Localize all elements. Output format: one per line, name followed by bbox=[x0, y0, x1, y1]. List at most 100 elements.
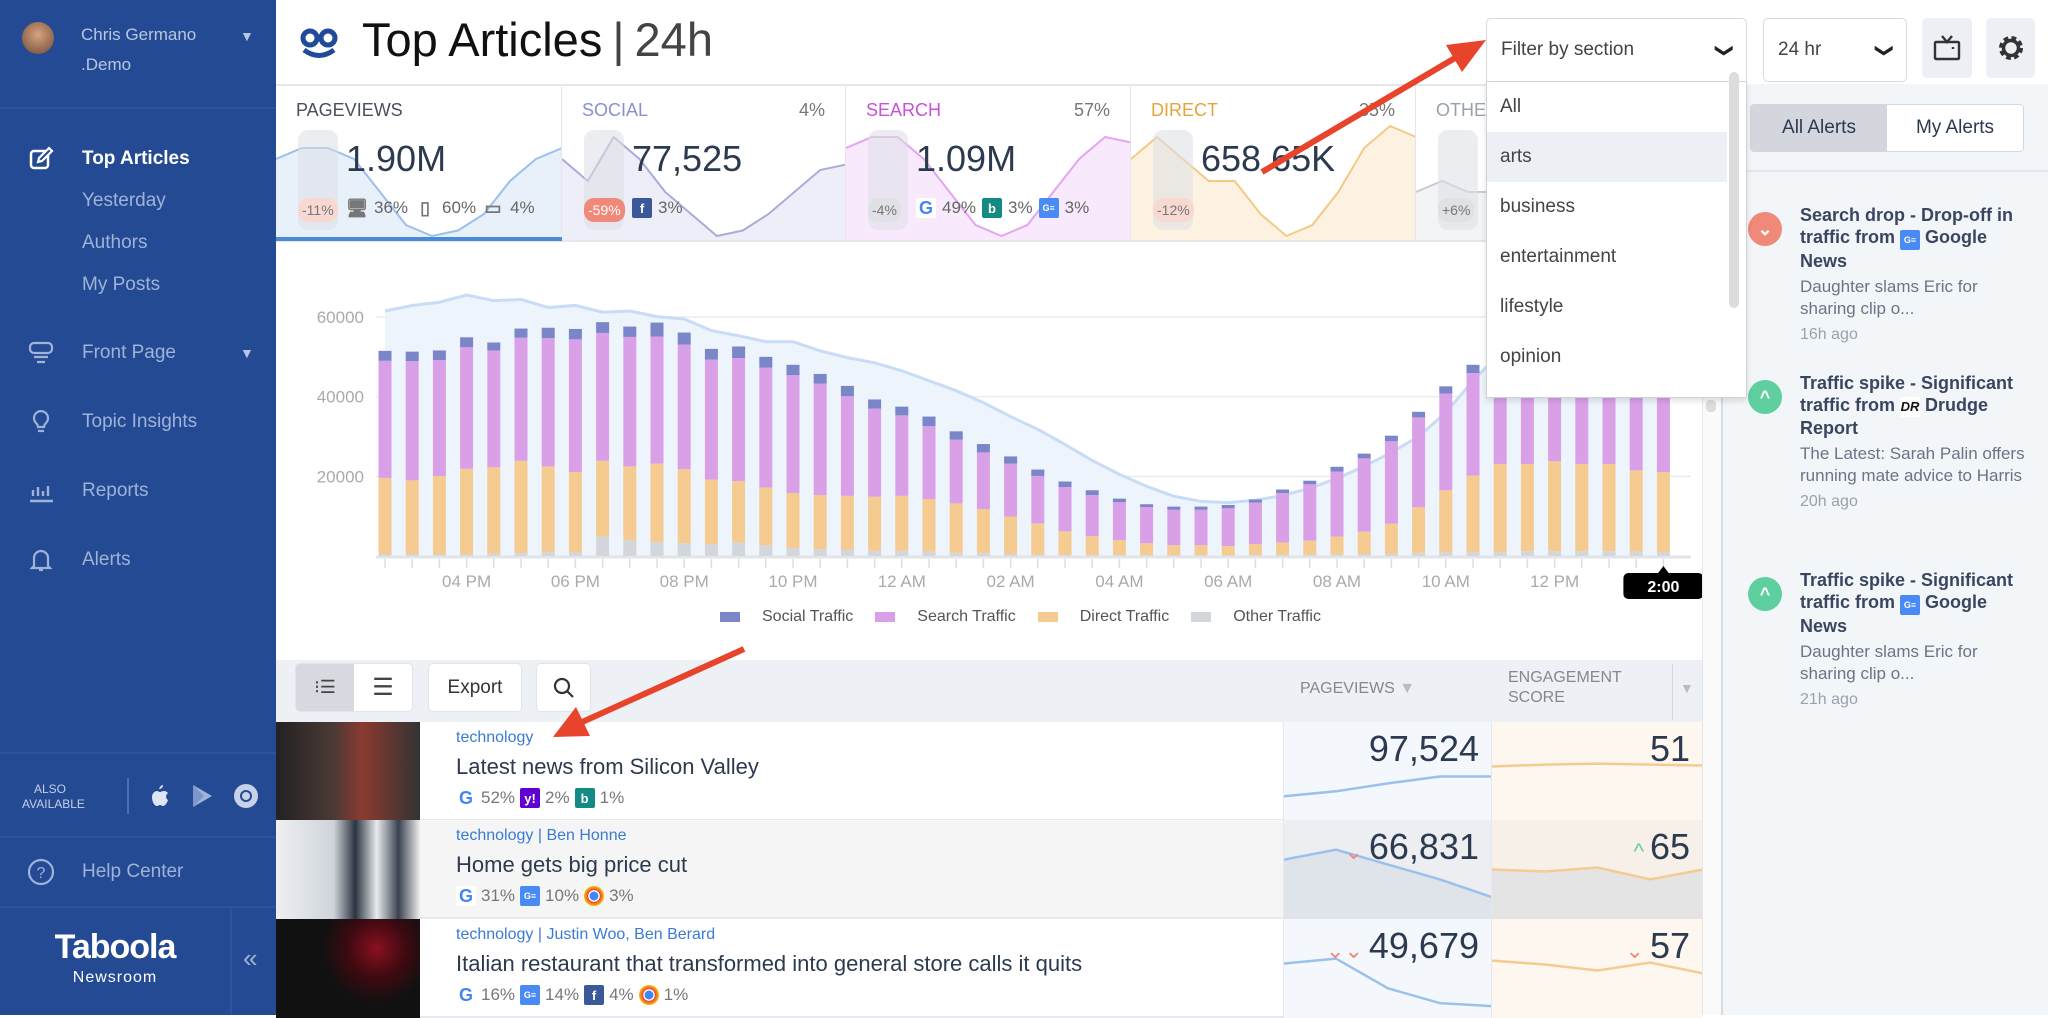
article-category[interactable]: technology bbox=[456, 729, 534, 746]
alert-title: Traffic spike - Significant traffic from… bbox=[1800, 569, 2036, 637]
kpi-tile-direct[interactable]: DIRECT 35% 658.65K -12% bbox=[1131, 86, 1416, 240]
time-tooltip bbox=[1623, 573, 1702, 599]
article-category[interactable]: technology | Justin Woo, Ben Berard bbox=[456, 926, 716, 943]
sidebar-item-reports[interactable]: Reports bbox=[0, 473, 276, 509]
card-view-button[interactable]: ⁝☰ bbox=[296, 664, 354, 711]
avatar[interactable] bbox=[22, 22, 54, 54]
divider bbox=[0, 107, 276, 109]
pageviews-cell[interactable]: ⌄⌄ 49,679 bbox=[1283, 919, 1492, 1018]
article-title[interactable]: Latest news from Silicon Valley bbox=[456, 754, 759, 779]
google-play-icon[interactable] bbox=[190, 784, 214, 808]
sidebar-item-my-posts[interactable]: My Posts bbox=[0, 267, 276, 303]
list-view-button[interactable]: ☰ bbox=[354, 664, 412, 711]
bar-other-traffic bbox=[813, 549, 827, 556]
bar-direct-traffic bbox=[1357, 531, 1371, 555]
bar-direct-traffic bbox=[732, 481, 746, 543]
bar-other-traffic bbox=[1303, 554, 1317, 556]
bar-social-traffic bbox=[813, 373, 827, 384]
alert-body[interactable]: Daughter slams Eric for sharing clip o..… bbox=[1800, 642, 1978, 683]
bar-social-traffic bbox=[1466, 364, 1480, 374]
legend-item[interactable]: Social Traffic bbox=[720, 608, 853, 626]
sidebar-item-alerts[interactable]: Alerts bbox=[0, 542, 276, 578]
article-title[interactable]: Italian restaurant that transformed into… bbox=[456, 951, 1083, 976]
sidebar-item-topic-insights[interactable]: Topic Insights bbox=[0, 404, 276, 440]
bar-direct-traffic bbox=[1276, 542, 1290, 555]
sidebar-item-front-page[interactable]: Front Page ▼ bbox=[0, 335, 276, 371]
chrome-icon[interactable] bbox=[233, 783, 259, 809]
time-range-select[interactable]: 24 hr ❯ bbox=[1763, 18, 1907, 82]
pageviews-cell[interactable]: ⌄ 66,831 bbox=[1283, 820, 1492, 919]
engagement-value: ⌄ 57 bbox=[1626, 925, 1690, 967]
sidebar-item-label: My Posts bbox=[82, 274, 161, 295]
section-filter-select[interactable]: Filter by section ❯ bbox=[1486, 18, 1747, 82]
bar-social-traffic bbox=[1140, 504, 1154, 508]
alert-body[interactable]: Daughter slams Eric for sharing clip o..… bbox=[1800, 277, 1978, 318]
settings-button[interactable] bbox=[1986, 18, 2035, 78]
engagement-cell[interactable]: ⌄ 57 bbox=[1491, 919, 1703, 1018]
collapse-sidebar-icon[interactable]: « bbox=[243, 943, 258, 973]
sidebar-item-top-articles[interactable]: Top Articles bbox=[0, 141, 276, 177]
source-percent: 4% bbox=[510, 198, 535, 217]
dropdown-scrollbar[interactable] bbox=[1729, 72, 1739, 308]
title-separator: | bbox=[612, 13, 625, 66]
engagement-value: 51 bbox=[1650, 728, 1690, 770]
legend-item[interactable]: Direct Traffic bbox=[1037, 608, 1169, 626]
column-menu-icon[interactable]: ▼ bbox=[1680, 680, 1694, 696]
export-button[interactable]: Export bbox=[428, 663, 522, 712]
kpi-tile-social[interactable]: SOCIAL 4% 77,525 -59% f 3% bbox=[562, 86, 846, 240]
article-thumbnail[interactable] bbox=[276, 919, 420, 1018]
bar-direct-traffic bbox=[677, 469, 691, 544]
dropdown-option[interactable]: entertainment bbox=[1500, 246, 1617, 267]
apple-icon[interactable] bbox=[148, 783, 170, 807]
user-menu-caret-icon[interactable]: ▼ bbox=[240, 28, 254, 44]
scroll-thumb[interactable] bbox=[1706, 400, 1716, 412]
bar-direct-traffic bbox=[514, 460, 528, 554]
search-button[interactable] bbox=[536, 663, 591, 712]
help-center-link[interactable]: ? Help Center bbox=[0, 854, 276, 890]
user-name[interactable]: Chris Germano bbox=[81, 25, 197, 44]
table-row[interactable]: technology | Justin Woo, Ben Berard Ital… bbox=[276, 919, 1703, 1018]
x-tick-label: 06 PM bbox=[551, 572, 600, 591]
kpi-tile-search[interactable]: SEARCH 57% 1.09M -4% G 49% b 3% G≡ 3% bbox=[846, 86, 1131, 240]
bar-direct-traffic bbox=[759, 487, 773, 546]
engagement-sparkline bbox=[1492, 762, 1703, 768]
bar-direct-traffic bbox=[568, 471, 582, 553]
main-scrollbar[interactable] bbox=[1702, 242, 1721, 1015]
sidebar-item-yesterday[interactable]: Yesterday bbox=[0, 183, 276, 219]
bar-search-traffic bbox=[732, 358, 746, 482]
dropdown-option[interactable]: sports bbox=[1487, 382, 1727, 397]
bar-social-traffic bbox=[1357, 453, 1371, 459]
table-row[interactable]: technology | Ben Honne Home gets big pri… bbox=[276, 820, 1703, 919]
article-thumbnail[interactable] bbox=[276, 820, 420, 919]
engagement-cell[interactable]: 51 bbox=[1491, 722, 1703, 821]
article-thumbnail[interactable] bbox=[276, 722, 420, 821]
bar-direct-traffic bbox=[895, 495, 909, 551]
table-row[interactable]: technology Latest news from Silicon Vall… bbox=[276, 722, 1703, 821]
tab-all-alerts[interactable]: All Alerts bbox=[1751, 105, 1887, 151]
pageviews-column-header[interactable]: PAGEVIEWS ▼ bbox=[1300, 680, 1415, 698]
tab-my-alerts[interactable]: My Alerts bbox=[1915, 117, 1995, 138]
chevron-down-icon: ⌄ bbox=[1748, 212, 1782, 246]
bar-other-traffic bbox=[1004, 554, 1018, 556]
x-tick-label: 12 AM bbox=[878, 572, 926, 591]
tile-label: PAGEVIEWS bbox=[296, 100, 403, 120]
pageviews-cell[interactable]: 97,524 bbox=[1283, 722, 1492, 821]
legend-item[interactable]: Search Traffic bbox=[875, 608, 1016, 626]
dropdown-option[interactable]: lifestyle bbox=[1500, 296, 1564, 317]
article-category[interactable]: technology | Ben Honne bbox=[456, 827, 627, 844]
engagement-cell[interactable]: ^ 65 bbox=[1491, 820, 1703, 919]
article-title[interactable]: Home gets big price cut bbox=[456, 852, 688, 877]
tv-mode-button[interactable] bbox=[1922, 18, 1972, 78]
dropdown-option[interactable]: All bbox=[1500, 96, 1522, 117]
sidebar-item-authors[interactable]: Authors bbox=[0, 225, 276, 261]
legend-item[interactable]: Other Traffic bbox=[1191, 608, 1321, 626]
dropdown-option[interactable]: opinion bbox=[1500, 346, 1562, 367]
dropdown-option[interactable]: business bbox=[1500, 196, 1575, 217]
dropdown-option[interactable]: arts bbox=[1487, 132, 1727, 182]
kpi-tile-pageviews[interactable]: PAGEVIEWS 1.90M -11% 🖥 36% ▯ 60% ▭ 4% bbox=[276, 86, 562, 240]
engagement-column-header[interactable]: ENGAGEMENT SCORE bbox=[1508, 669, 1622, 706]
google-news-icon: G≡ bbox=[520, 886, 541, 906]
alert-body[interactable]: The Latest: Sarah Palin offers running m… bbox=[1800, 444, 2025, 485]
taboola-logo: Taboola Newsroom bbox=[40, 928, 190, 987]
chevron-down-icon[interactable]: ▼ bbox=[240, 345, 254, 361]
